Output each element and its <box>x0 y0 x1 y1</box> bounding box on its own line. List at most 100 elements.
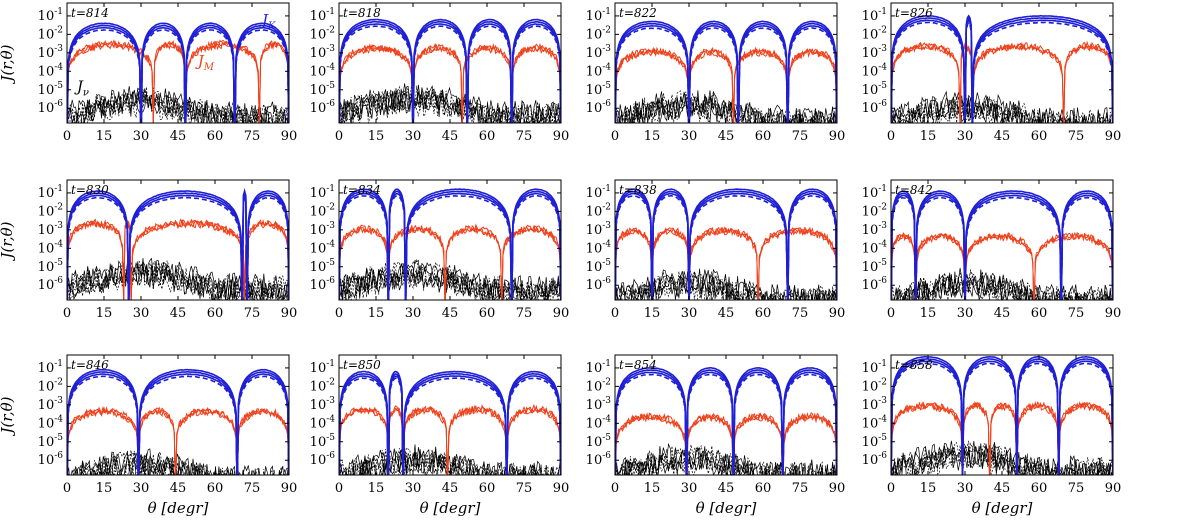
panel-1: 0 15 30 45 60 75 90 10-610-5 10-410-3 10-210-1 t=8… <box>0 2 298 144</box>
x-tick-label: 75 <box>516 481 533 496</box>
y-tick-label: 10-5 <box>586 258 612 275</box>
y-tick-label: 10-3 <box>586 44 612 61</box>
plot-area <box>67 22 289 123</box>
panel-5: 0 15 30 45 60 75 90 10-610-5 10-410-3 10-210-1 t=8… <box>0 179 298 321</box>
plot-area <box>615 188 837 300</box>
magnetic-series-line <box>339 44 561 123</box>
x-tick-label: 15 <box>920 306 937 321</box>
viscous-series-line <box>892 98 1112 123</box>
time-label: t=850 <box>343 358 381 372</box>
x-tick-label: 75 <box>792 306 809 321</box>
magnetic-series-line <box>67 219 289 300</box>
y-tick-label: 10-5 <box>862 433 888 450</box>
magnetic-series-line <box>615 48 837 123</box>
x-tick-label: 90 <box>281 129 298 144</box>
x-tick-label: 75 <box>516 306 533 321</box>
viscous-series-line <box>339 91 561 123</box>
x-tick-label: 0 <box>611 481 619 496</box>
viscous-label: Jν <box>74 78 89 99</box>
y-tick-label: 10-5 <box>38 81 64 98</box>
x-tick-label: 0 <box>611 129 619 144</box>
plot-area <box>615 20 837 123</box>
y-tick-label: 10-4 <box>310 62 336 79</box>
viscous-series-line <box>615 96 836 123</box>
kinetic-label: JK <box>259 11 276 32</box>
kinetic-series-line <box>339 190 561 300</box>
kinetic-series-line <box>615 24 837 123</box>
y-tick-label: 10-1 <box>310 184 335 201</box>
y-tick-label: 10-2 <box>310 25 335 42</box>
magnetic-series-line <box>67 407 289 475</box>
x-tick-label: 15 <box>368 129 385 144</box>
kinetic-series-line <box>339 194 561 300</box>
kinetic-series-line <box>891 21 1113 123</box>
y-tick-label: 10-1 <box>38 359 63 376</box>
y-tick-label: 10-1 <box>586 184 611 201</box>
y-tick-label: 10-2 <box>862 377 887 394</box>
y-tick-label: 10-5 <box>38 433 64 450</box>
y-tick-label: 10-3 <box>38 221 64 238</box>
y-tick-label: 10-4 <box>862 414 888 431</box>
y-tick-label: 10-1 <box>862 359 887 376</box>
viscous-series-line <box>73 454 289 475</box>
x-tick-label: 15 <box>644 481 661 496</box>
kinetic-series-line <box>891 192 1113 300</box>
kinetic-series-line <box>339 20 561 123</box>
viscous-series-line <box>67 90 289 123</box>
kinetic-series-line <box>67 194 289 300</box>
x-tick-label: 75 <box>792 481 809 496</box>
x-tick-label: 30 <box>957 481 974 496</box>
x-tick-label: 0 <box>887 481 895 496</box>
x-tick-label: 0 <box>63 481 71 496</box>
y-tick-label: 10-5 <box>38 258 64 275</box>
magnetic-series-line <box>891 401 1113 475</box>
time-label: t=858 <box>895 358 933 372</box>
y-axis-title: J(r,θ) <box>0 44 16 84</box>
viscous-series-line <box>339 90 560 123</box>
x-tick-label: 0 <box>63 129 71 144</box>
x-tick-label: 15 <box>920 129 937 144</box>
x-tick-label: 75 <box>244 129 261 144</box>
x-tick-label: 45 <box>170 481 187 496</box>
x-tick-label: 30 <box>405 129 422 144</box>
y-tick-label: 10-1 <box>862 7 887 24</box>
kinetic-series-line <box>615 366 837 475</box>
magnetic-series-line <box>891 43 1113 123</box>
x-tick-label: 75 <box>244 481 261 496</box>
viscous-series-line <box>615 90 837 123</box>
kinetic-series-line <box>339 375 561 475</box>
y-tick-label: 10-1 <box>38 184 63 201</box>
x-tick-label: 30 <box>405 481 422 496</box>
x-tick-label: 90 <box>829 481 846 496</box>
viscous-series-line <box>67 89 289 123</box>
x-tick-label: 30 <box>133 481 150 496</box>
viscous-series-line <box>620 92 836 123</box>
magnetic-series-line <box>891 402 1113 475</box>
viscous-series-line <box>615 450 837 475</box>
magnetic-series-line <box>339 403 561 475</box>
kinetic-series-line <box>891 16 1113 123</box>
plot-area <box>67 187 289 300</box>
y-tick-label: 10-3 <box>38 396 64 413</box>
x-tick-label: 15 <box>96 481 113 496</box>
kinetic-series-line <box>339 23 561 123</box>
viscous-series-line <box>67 93 289 123</box>
x-tick-label: 60 <box>479 306 496 321</box>
y-tick-label: 10-3 <box>862 221 888 238</box>
x-tick-label: 60 <box>207 306 224 321</box>
x-tick-label: 60 <box>479 129 496 144</box>
x-tick-label: 60 <box>207 129 224 144</box>
y-tick-label: 10-1 <box>586 359 611 376</box>
kinetic-series-line <box>615 188 837 300</box>
y-tick-label: 10-1 <box>862 184 887 201</box>
viscous-series-line <box>67 263 289 300</box>
y-tick-label: 10-6 <box>310 276 336 293</box>
y-tick-label: 10-6 <box>586 451 612 468</box>
x-tick-label: 90 <box>553 129 570 144</box>
plot-area <box>891 190 1113 300</box>
x-tick-label: 90 <box>281 306 298 321</box>
panel-7: 0 15 30 45 60 75 90 10-610-5 10-410-3 10-210-1 t=8… <box>586 179 845 321</box>
y-tick-label: 10-5 <box>862 81 888 98</box>
x-tick-label: 45 <box>170 306 187 321</box>
time-label: t=826 <box>895 6 933 20</box>
